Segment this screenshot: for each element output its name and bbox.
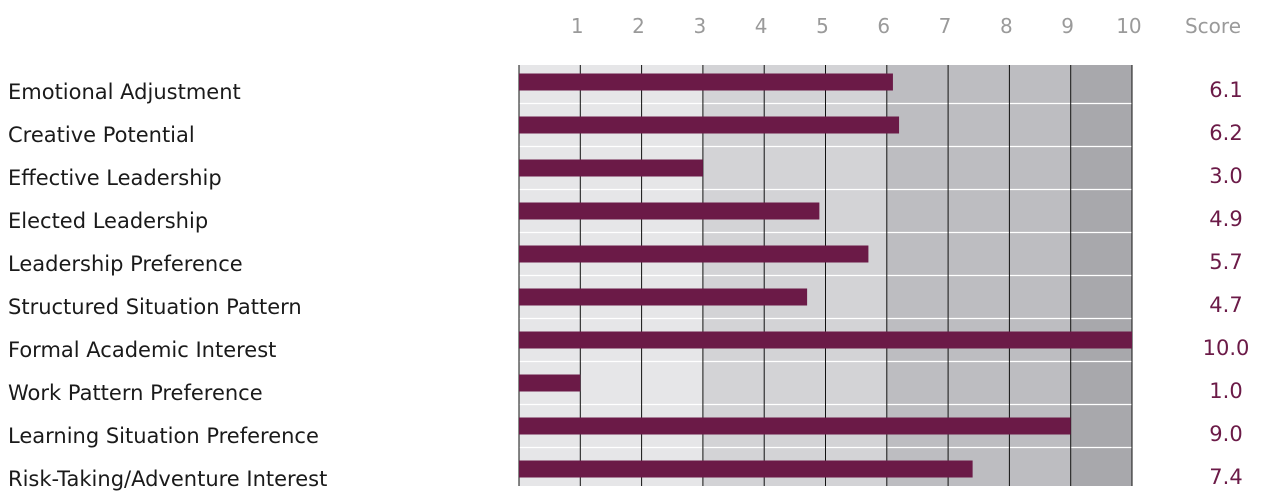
score-value: 4.9 [1209, 207, 1242, 231]
bar-9 [519, 417, 1071, 435]
bars [519, 73, 1132, 478]
bar-2 [519, 116, 900, 134]
category-label: Learning Situation Preference [8, 424, 319, 448]
x-tick-label: 2 [632, 14, 645, 38]
score-value: 4.7 [1209, 293, 1242, 317]
x-tick-label: 4 [755, 14, 768, 38]
score-value: 10.0 [1203, 336, 1250, 360]
score-value: 7.4 [1209, 465, 1242, 489]
x-tick-label: 6 [877, 14, 890, 38]
x-tick-labels: 1 2 3 4 5 6 7 8 9 10 [571, 14, 1142, 38]
bar-6 [519, 288, 808, 306]
x-tick-label: 8 [1000, 14, 1013, 38]
score-labels: 6.1 6.2 3.0 4.9 5.7 4.7 10.0 1.0 9.0 7.4 [1203, 78, 1250, 489]
bar-7 [519, 331, 1132, 349]
score-value: 6.1 [1209, 78, 1242, 102]
bar-1 [519, 73, 893, 91]
x-tick-label: 5 [816, 14, 829, 38]
bar-10 [519, 460, 973, 478]
category-labels: Emotional Adjustment Creative Potential Ef… [8, 80, 327, 491]
score-value: 9.0 [1209, 422, 1242, 446]
score-value: 6.2 [1209, 121, 1242, 145]
x-tick-label: 1 [571, 14, 584, 38]
score-header: Score [1185, 14, 1241, 38]
bar-8 [519, 374, 581, 392]
category-label: Elected Leadership [8, 209, 208, 233]
category-label: Creative Potential [8, 123, 195, 147]
bar-4 [519, 202, 820, 220]
bar-5 [519, 245, 869, 263]
category-label: Emotional Adjustment [8, 80, 241, 104]
category-label: Structured Situation Pattern [8, 295, 302, 319]
score-value: 1.0 [1209, 379, 1242, 403]
category-label: Formal Academic Interest [8, 338, 276, 362]
category-label: Leadership Preference [8, 252, 243, 276]
x-tick-label: 3 [693, 14, 706, 38]
x-tick-label: 10 [1116, 14, 1141, 38]
bar-3 [519, 159, 703, 177]
x-tick-label: 9 [1061, 14, 1074, 38]
category-label: Work Pattern Preference [8, 381, 263, 405]
x-tick-label: 7 [939, 14, 952, 38]
score-value: 5.7 [1209, 250, 1242, 274]
score-value: 3.0 [1209, 164, 1242, 188]
category-label: Effective Leadership [8, 166, 222, 190]
gridlines [518, 65, 1133, 486]
category-label: Risk-Taking/Adventure Interest [8, 467, 327, 491]
